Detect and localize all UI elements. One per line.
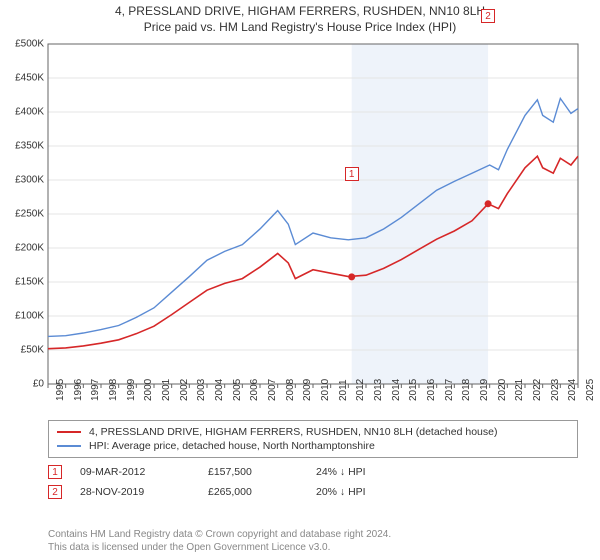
x-axis-label: 2002: [179, 379, 190, 401]
y-axis-label: £300K: [4, 175, 44, 186]
x-axis-label: 2000: [143, 379, 154, 401]
sale-point-2: [485, 200, 492, 207]
legend-swatch: [57, 431, 81, 433]
sale-diff-hpi: 24% ↓ HPI: [316, 466, 406, 478]
y-axis-label: £50K: [4, 345, 44, 356]
x-axis-label: 2022: [532, 379, 543, 401]
x-axis-label: 2013: [373, 379, 384, 401]
sale-price: £265,000: [208, 486, 298, 498]
y-axis-label: £100K: [4, 311, 44, 322]
x-axis-label: 2009: [302, 379, 313, 401]
y-axis-label: £450K: [4, 73, 44, 84]
y-axis-label: £200K: [4, 243, 44, 254]
x-axis-label: 2008: [285, 379, 296, 401]
footer-line-1: Contains HM Land Registry data © Crown c…: [48, 528, 578, 541]
sales-table: 1 09-MAR-2012 £157,500 24% ↓ HPI 2 28-NOV-201…: [48, 462, 578, 502]
x-axis-label: 2001: [161, 379, 172, 401]
x-axis-label: 1995: [55, 379, 66, 401]
legend: 4, PRESSLAND DRIVE, HIGHAM FERRERS, RUSH…: [48, 420, 578, 458]
x-axis-label: 2007: [267, 379, 278, 401]
y-axis-label: £0: [4, 379, 44, 390]
x-axis-label: 2023: [550, 379, 561, 401]
sale-marker-icon: 2: [48, 485, 62, 499]
x-axis-label: 2011: [338, 379, 349, 401]
x-axis-label: 2025: [585, 379, 596, 401]
y-axis-label: £400K: [4, 107, 44, 118]
sale-marker-icon: 1: [48, 465, 62, 479]
chart-title-block: 4, PRESSLAND DRIVE, HIGHAM FERRERS, RUSH…: [0, 0, 600, 35]
sale-row: 2 28-NOV-2019 £265,000 20% ↓ HPI: [48, 482, 578, 502]
x-axis-label: 2010: [320, 379, 331, 401]
y-axis-label: £500K: [4, 39, 44, 50]
x-axis-label: 2005: [232, 379, 243, 401]
footer: Contains HM Land Registry data © Crown c…: [48, 528, 578, 554]
sale-row: 1 09-MAR-2012 £157,500 24% ↓ HPI: [48, 462, 578, 482]
title-line-1: 4, PRESSLAND DRIVE, HIGHAM FERRERS, RUSH…: [0, 4, 600, 20]
x-axis-label: 2024: [567, 379, 578, 401]
x-axis-label: 2014: [391, 379, 402, 401]
legend-row: HPI: Average price, detached house, Nort…: [57, 439, 569, 453]
sale-marker-2: 2: [481, 9, 495, 23]
legend-swatch: [57, 445, 81, 447]
x-axis-label: 2019: [479, 379, 490, 401]
legend-row: 4, PRESSLAND DRIVE, HIGHAM FERRERS, RUSH…: [57, 425, 569, 439]
y-axis-label: £350K: [4, 141, 44, 152]
x-axis-label: 2016: [426, 379, 437, 401]
sale-diff-hpi: 20% ↓ HPI: [316, 486, 406, 498]
y-axis-label: £150K: [4, 277, 44, 288]
sale-marker-1: 1: [345, 167, 359, 181]
x-axis-label: 2021: [514, 379, 525, 401]
x-axis-label: 2004: [214, 379, 225, 401]
sale-date: 28-NOV-2019: [80, 486, 190, 498]
x-axis-label: 1997: [90, 379, 101, 401]
x-axis-label: 2017: [444, 379, 455, 401]
sale-point-1: [348, 273, 355, 280]
x-axis-label: 2003: [196, 379, 207, 401]
chart-area: £0£50K£100K£150K£200K£250K£300K£350K£400…: [48, 44, 578, 384]
footer-line-2: This data is licensed under the Open Gov…: [48, 541, 578, 554]
sale-price: £157,500: [208, 466, 298, 478]
y-axis-label: £250K: [4, 209, 44, 220]
x-axis-label: 1998: [108, 379, 119, 401]
title-line-2: Price paid vs. HM Land Registry's House …: [0, 20, 600, 36]
x-axis-label: 2018: [461, 379, 472, 401]
x-axis-label: 2015: [408, 379, 419, 401]
sale-date: 09-MAR-2012: [80, 466, 190, 478]
legend-label: HPI: Average price, detached house, Nort…: [89, 440, 375, 452]
legend-label: 4, PRESSLAND DRIVE, HIGHAM FERRERS, RUSH…: [89, 426, 497, 438]
x-axis-label: 1996: [73, 379, 84, 401]
x-axis-label: 2020: [497, 379, 508, 401]
x-axis-label: 2006: [249, 379, 260, 401]
x-axis-label: 1999: [126, 379, 137, 401]
x-axis-label: 2012: [355, 379, 366, 401]
line-chart: [48, 44, 578, 384]
